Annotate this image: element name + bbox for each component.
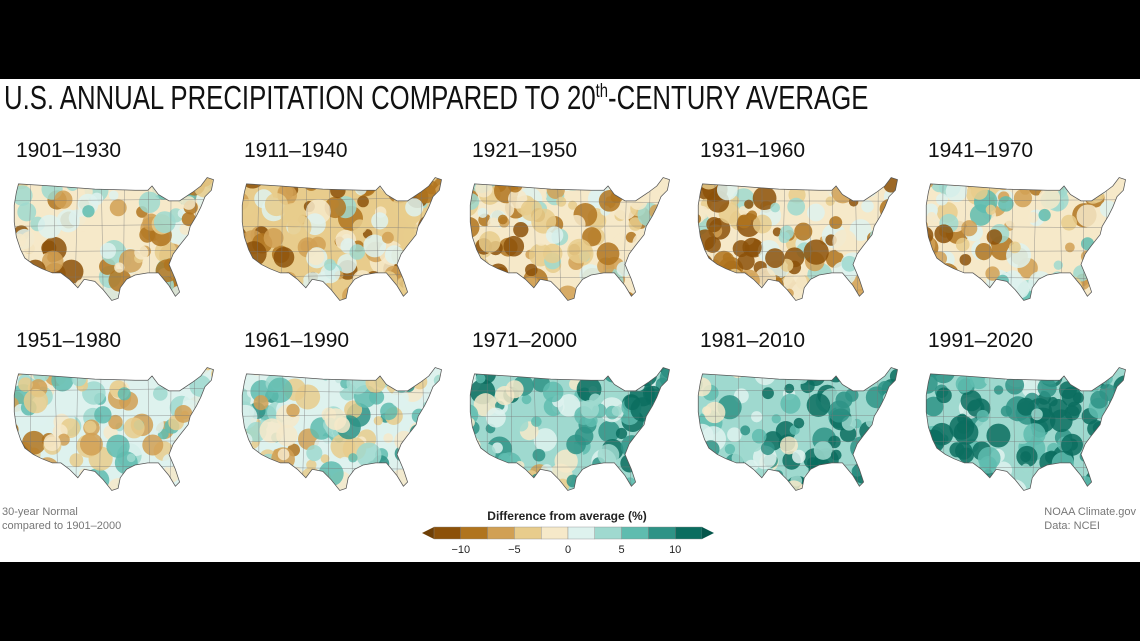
legend-colorbar: −10 −5 0 5 10 [422, 526, 714, 556]
legend-swatch [514, 526, 542, 540]
map-panel-1961–1990: 1961–1990 [230, 329, 458, 504]
map-period-label: 1961–1990 [244, 329, 350, 352]
title-superscript: th [595, 81, 609, 102]
us-map [469, 367, 670, 491]
legend-arrow-right [702, 527, 714, 539]
us-map [13, 367, 214, 491]
source-credit-line1: NOAA Climate.gov [1044, 506, 1136, 518]
map-panel-1921–1950: 1921–1950 [458, 139, 686, 314]
legend-swatch [540, 526, 569, 540]
us-map [241, 367, 442, 491]
source-credit: NOAA Climate.gov Data: NCEI [1044, 505, 1136, 533]
map-panel-1951–1980: 1951–1980 [2, 329, 230, 504]
legend-swatch [621, 526, 649, 540]
us-map [241, 177, 442, 301]
map-period-label: 1911–1940 [244, 139, 348, 162]
map-panel-1901–1930: 1901–1930 [2, 139, 230, 314]
title-suffix: -CENTURY AVERAGE [608, 79, 869, 116]
us-map [13, 177, 214, 301]
legend-tick-label: 5 [619, 544, 625, 556]
map-period-label: 1921–1950 [472, 139, 578, 162]
map-period-label: 1901–1930 [16, 139, 122, 162]
map-panel-1981–2010: 1981–2010 [686, 329, 914, 504]
title-prefix: U.S. ANNUAL PRECIPITATION COMPARED TO 20 [4, 79, 596, 116]
normal-note-line2: compared to 1901–2000 [2, 520, 122, 532]
legend-swatch [674, 526, 703, 540]
legend-swatch [567, 526, 595, 540]
legend-tick-label: −5 [508, 544, 521, 556]
map-panel-1971–2000: 1971–2000 [458, 329, 686, 504]
normal-note: 30-year Normal compared to 1901–2000 [2, 505, 121, 533]
legend-swatch [648, 526, 676, 540]
us-map [697, 367, 898, 491]
source-credit-line2: Data: NCEI [1044, 520, 1100, 532]
map-period-label: 1931–1960 [700, 139, 806, 162]
map-period-label: 1941–1970 [928, 139, 1034, 162]
legend-tick-label: −10 [451, 544, 470, 556]
map-period-label: 1981–2010 [700, 329, 806, 352]
map-panel-1911–1940: 1911–1940 [230, 139, 458, 314]
us-map [925, 367, 1126, 491]
legend-swatch [433, 526, 461, 540]
legend-title: Difference from average (%) [487, 509, 647, 523]
map-period-label: 1971–2000 [472, 329, 578, 352]
normal-note-line1: 30-year Normal [2, 506, 78, 518]
legend-tick-label: 0 [565, 544, 571, 556]
figure-panel: U.S. ANNUAL PRECIPITATION COMPARED TO 20… [0, 79, 1140, 562]
legend-tick-label: 10 [669, 544, 681, 556]
map-panel-1991–2020: 1991–2020 [914, 329, 1140, 504]
legend-swatch [460, 526, 488, 540]
legend-swatch [594, 526, 622, 540]
us-map [697, 177, 898, 301]
legend-arrow-left [422, 527, 434, 539]
map-period-label: 1991–2020 [928, 329, 1034, 352]
map-panel-1941–1970: 1941–1970 [914, 139, 1140, 314]
map-period-label: 1951–1980 [16, 329, 122, 352]
figure-title: U.S. ANNUAL PRECIPITATION COMPARED TO 20… [4, 79, 868, 117]
color-legend: Difference from average (%) −10 −5 0 5 10 [420, 507, 720, 562]
us-map [469, 177, 670, 301]
map-panel-1931–1960: 1931–1960 [686, 139, 914, 314]
us-map [925, 177, 1126, 301]
legend-swatch [487, 526, 515, 540]
